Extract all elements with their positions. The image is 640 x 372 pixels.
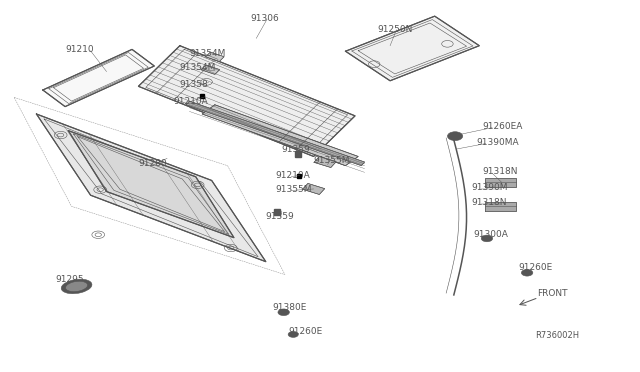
- Text: 91359: 91359: [282, 145, 310, 154]
- Polygon shape: [314, 157, 336, 167]
- Polygon shape: [138, 46, 355, 157]
- Circle shape: [278, 309, 289, 315]
- Text: 91295: 91295: [56, 275, 84, 283]
- Ellipse shape: [66, 281, 88, 292]
- Text: 91260E: 91260E: [288, 327, 323, 336]
- Circle shape: [447, 132, 463, 141]
- Text: 91355M: 91355M: [275, 185, 312, 194]
- Polygon shape: [36, 114, 266, 262]
- Text: 91210: 91210: [65, 45, 93, 54]
- Polygon shape: [485, 177, 516, 187]
- Text: 91358: 91358: [180, 80, 209, 89]
- Text: R736002H: R736002H: [536, 331, 579, 340]
- Text: 91280: 91280: [138, 159, 167, 169]
- Text: 91380E: 91380E: [272, 302, 307, 312]
- Polygon shape: [68, 131, 234, 238]
- Text: 91210A: 91210A: [173, 97, 208, 106]
- Text: 91354M: 91354M: [180, 63, 216, 72]
- Text: 91354M: 91354M: [189, 49, 226, 58]
- Polygon shape: [43, 49, 154, 107]
- Polygon shape: [202, 105, 358, 166]
- Text: 91390M: 91390M: [472, 183, 508, 192]
- Text: 91355M: 91355M: [314, 155, 350, 165]
- Text: 91318N: 91318N: [472, 198, 507, 207]
- Circle shape: [522, 269, 533, 276]
- Polygon shape: [201, 65, 220, 74]
- Text: 91390MA: 91390MA: [476, 138, 519, 147]
- Text: 91260E: 91260E: [519, 263, 553, 272]
- Text: 91300A: 91300A: [473, 230, 508, 239]
- Text: 91318N: 91318N: [483, 167, 518, 176]
- Text: 91250N: 91250N: [378, 25, 413, 33]
- Polygon shape: [346, 16, 479, 81]
- Polygon shape: [485, 202, 516, 211]
- Text: 91306: 91306: [250, 13, 278, 22]
- Circle shape: [481, 235, 493, 242]
- Polygon shape: [186, 101, 365, 166]
- Text: 91359: 91359: [266, 212, 294, 221]
- Polygon shape: [303, 183, 324, 195]
- Circle shape: [288, 331, 298, 337]
- Ellipse shape: [61, 279, 92, 294]
- Polygon shape: [205, 52, 224, 61]
- Text: FRONT: FRONT: [537, 289, 567, 298]
- Text: 91260EA: 91260EA: [483, 122, 523, 131]
- Text: 91210A: 91210A: [275, 171, 310, 180]
